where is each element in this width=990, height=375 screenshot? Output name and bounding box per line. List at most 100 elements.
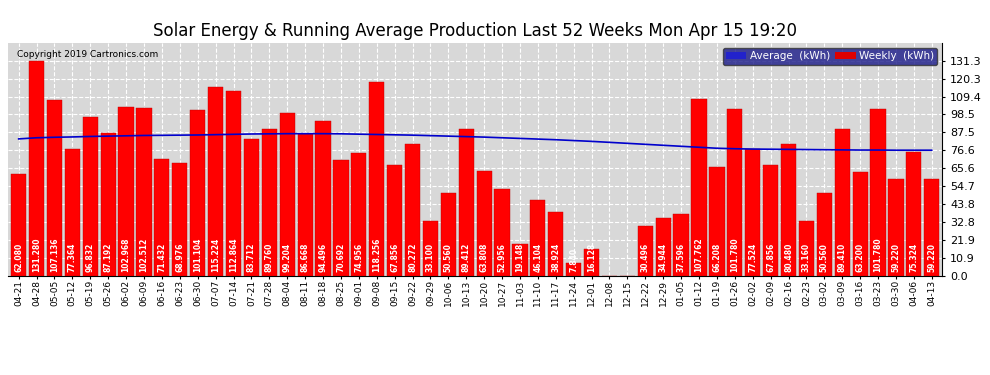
Bar [334,160,348,276]
Bar [638,226,652,276]
Text: 75.324: 75.324 [910,243,919,272]
Bar [64,149,80,276]
Bar [387,165,402,276]
Bar [137,108,151,276]
Bar [261,129,277,276]
Text: 67.856: 67.856 [390,243,399,272]
Text: 46.104: 46.104 [534,243,543,272]
Text: 66.208: 66.208 [713,243,722,272]
Text: 37.596: 37.596 [676,243,686,272]
Text: 7.840: 7.840 [569,248,578,272]
Bar [298,134,313,276]
Bar [101,133,116,276]
Text: 118.256: 118.256 [372,238,381,272]
Text: 89.410: 89.410 [838,243,846,272]
Bar [226,91,242,276]
Title: Solar Energy & Running Average Production Last 52 Weeks Mon Apr 15 19:20: Solar Energy & Running Average Productio… [153,22,797,40]
Text: 112.864: 112.864 [229,238,238,272]
Bar [494,189,510,276]
Text: 107.136: 107.136 [50,238,59,272]
Text: 86.668: 86.668 [301,243,310,272]
Text: 87.192: 87.192 [104,243,113,272]
Text: 63.808: 63.808 [479,243,489,272]
Bar [906,152,922,276]
Text: 115.224: 115.224 [211,238,220,272]
Text: 67.856: 67.856 [766,243,775,272]
Text: 80.272: 80.272 [408,243,417,272]
Text: 131.280: 131.280 [32,238,41,272]
Bar [673,214,689,276]
Text: 89.760: 89.760 [264,243,274,272]
Text: 102.968: 102.968 [122,238,131,272]
Bar [566,263,581,276]
Bar [83,117,98,276]
Text: 68.976: 68.976 [175,243,184,272]
Text: 96.832: 96.832 [86,243,95,272]
Text: 33.100: 33.100 [426,243,435,272]
Bar [655,218,671,276]
Bar [548,212,563,276]
Bar [208,87,223,276]
Bar [763,165,778,276]
Bar [709,167,725,276]
Text: 74.956: 74.956 [354,243,363,272]
Text: 94.496: 94.496 [319,243,328,272]
Text: 99.204: 99.204 [283,243,292,272]
Text: 89.412: 89.412 [461,243,471,272]
Bar [852,172,867,276]
Text: 62.080: 62.080 [14,243,23,272]
Bar [405,144,420,276]
Bar [316,121,331,276]
Text: 50.560: 50.560 [444,243,452,272]
Text: 83.712: 83.712 [247,243,255,272]
Bar [29,61,45,276]
Bar [835,129,849,276]
Bar [369,82,384,276]
Bar [11,174,27,276]
Text: 70.692: 70.692 [337,243,346,272]
Text: 71.432: 71.432 [157,243,166,272]
Bar [799,221,814,276]
Text: 77.364: 77.364 [68,243,77,272]
Bar [458,129,474,276]
Bar [441,193,456,276]
Bar [781,144,796,276]
Text: 107.762: 107.762 [695,238,704,272]
Bar [513,244,528,276]
Bar [584,249,599,276]
Bar [244,138,259,276]
Text: 33.160: 33.160 [802,243,811,272]
Text: 102.512: 102.512 [140,238,148,272]
Legend: Average  (kWh), Weekly  (kWh): Average (kWh), Weekly (kWh) [723,48,938,64]
Text: 101.780: 101.780 [873,238,882,272]
Text: 101.780: 101.780 [731,238,740,272]
Text: 52.956: 52.956 [498,243,507,272]
Bar [119,107,134,276]
Bar [817,193,832,276]
Bar [172,163,187,276]
Text: 34.944: 34.944 [658,243,667,272]
Text: 38.924: 38.924 [551,243,560,272]
Bar [728,109,742,276]
Text: Copyright 2019 Cartronics.com: Copyright 2019 Cartronics.com [17,50,158,59]
Text: 30.496: 30.496 [641,243,649,272]
Bar [190,110,205,276]
Text: 16.128: 16.128 [587,243,596,272]
Bar [924,178,940,276]
Bar [531,200,545,276]
Bar [154,159,169,276]
Bar [691,99,707,276]
Text: 59.220: 59.220 [891,243,901,272]
Bar [870,109,886,276]
Text: 77.524: 77.524 [748,243,757,272]
Bar [351,153,366,276]
Text: 59.220: 59.220 [928,243,937,272]
Text: 80.480: 80.480 [784,243,793,272]
Bar [423,221,438,276]
Text: 50.560: 50.560 [820,243,829,272]
Text: 101.104: 101.104 [193,238,202,272]
Text: 63.200: 63.200 [855,243,864,272]
Bar [745,149,760,276]
Bar [47,100,62,276]
Text: 19.148: 19.148 [516,243,525,272]
